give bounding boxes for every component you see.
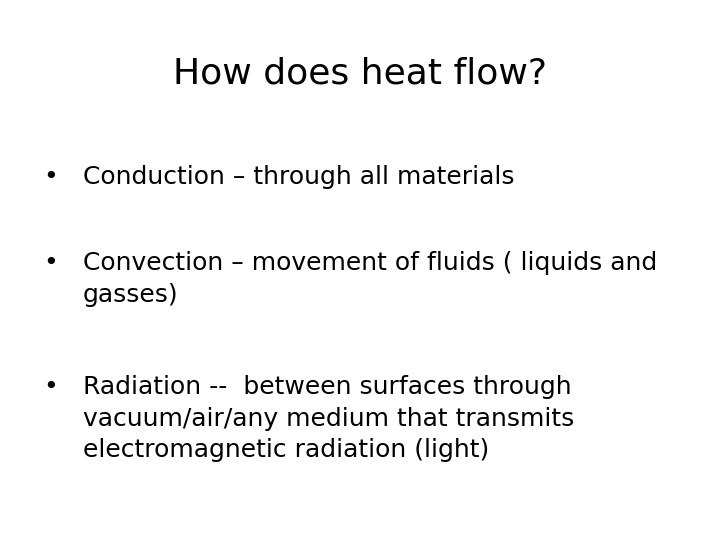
Text: Convection – movement of fluids ( liquids and
gasses): Convection – movement of fluids ( liquid… <box>83 251 657 307</box>
Text: •: • <box>43 165 58 188</box>
Text: Conduction – through all materials: Conduction – through all materials <box>83 165 514 188</box>
Text: •: • <box>43 375 58 399</box>
Text: Radiation --  between surfaces through
vacuum/air/any medium that transmits
elec: Radiation -- between surfaces through va… <box>83 375 574 462</box>
Text: •: • <box>43 251 58 275</box>
Text: How does heat flow?: How does heat flow? <box>173 57 547 91</box>
